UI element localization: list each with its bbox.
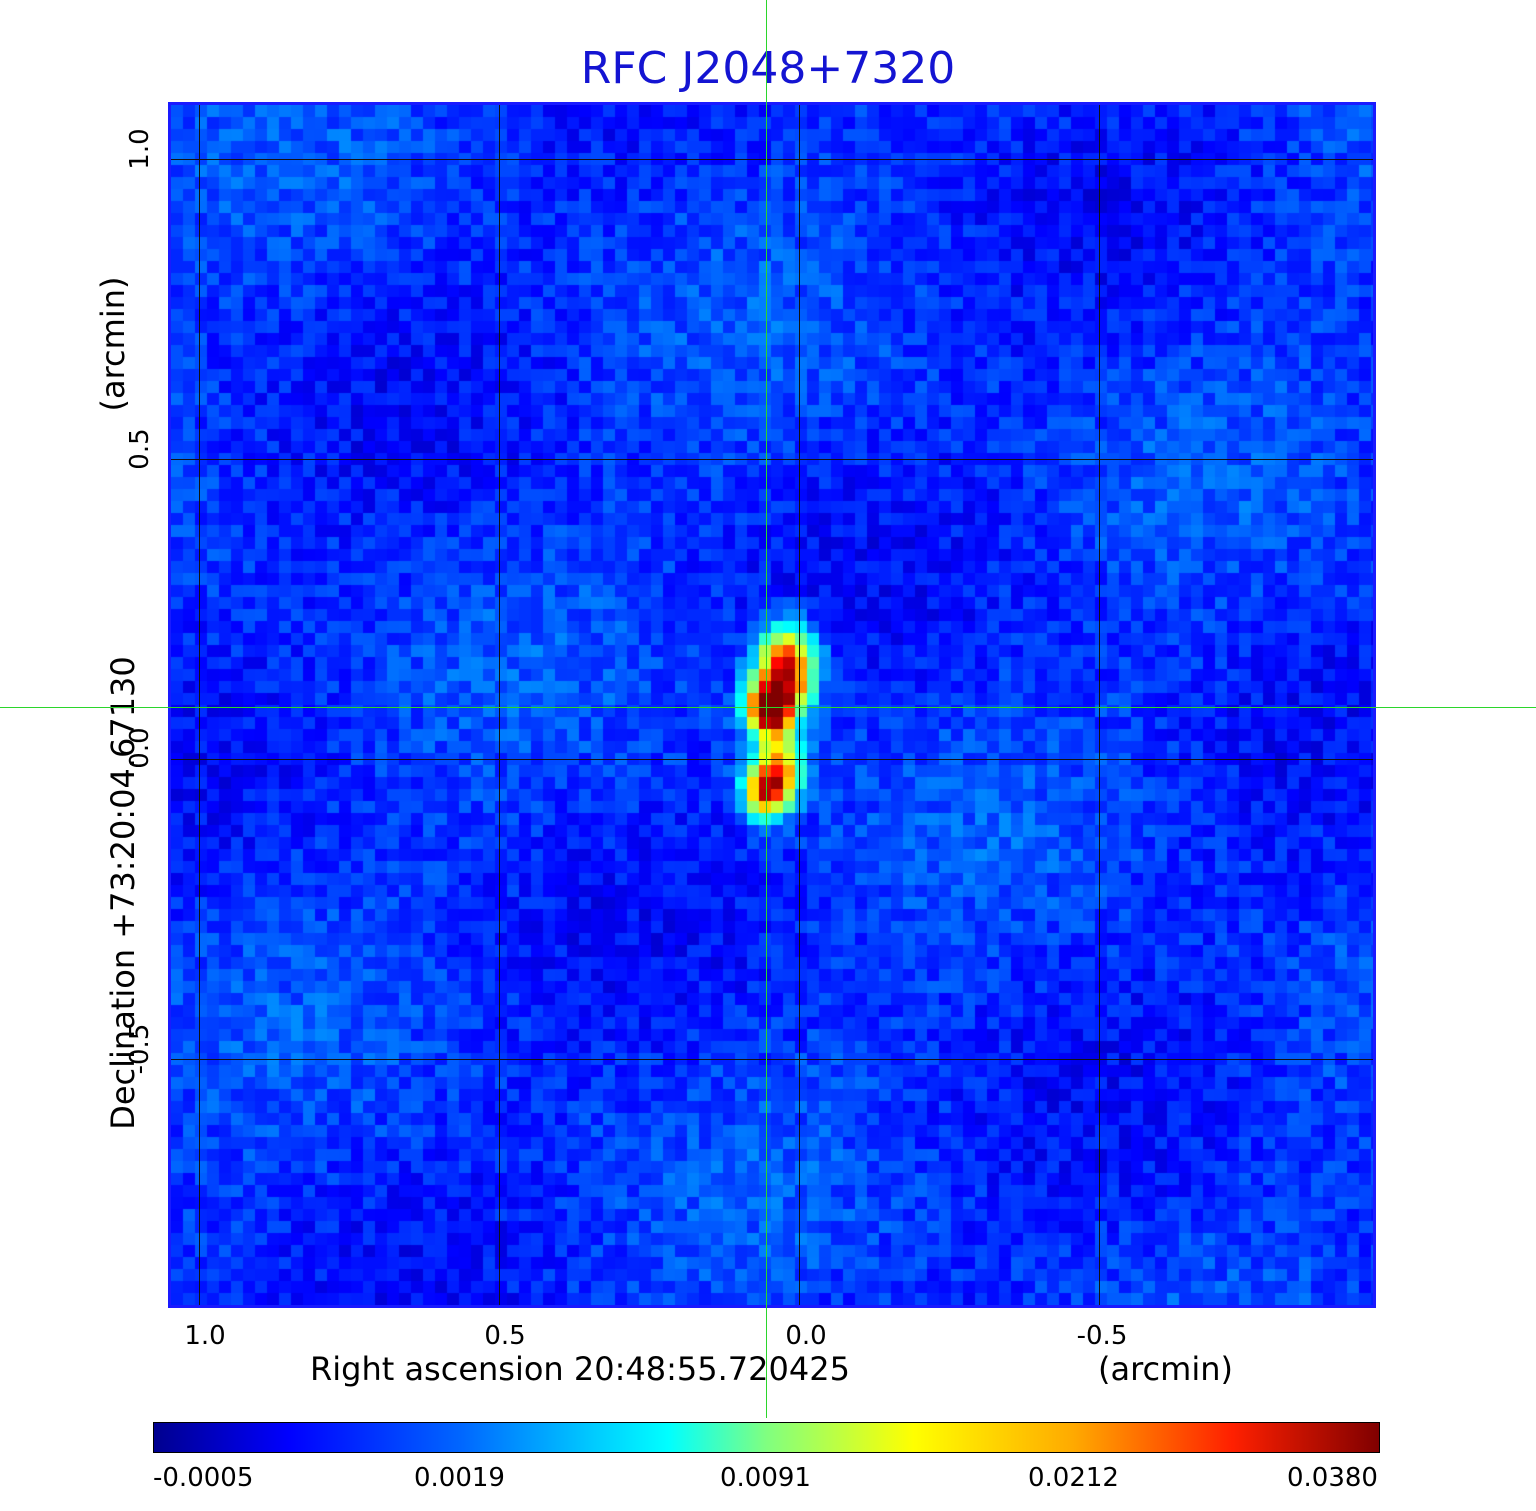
- x-axis-unit: (arcmin): [1098, 1350, 1233, 1388]
- grid-line-x-3: [799, 105, 800, 1305]
- y-axis-unit: (arcmin): [94, 276, 132, 412]
- grid-line-x-4: [1099, 105, 1100, 1305]
- x-axis-label: Right ascension 20:48:55.720425: [310, 1350, 850, 1388]
- radio-map-image[interactable]: [171, 105, 1373, 1305]
- colorbar-tick-label: 0.0380: [1287, 1463, 1378, 1493]
- colorbar-tick-label: 0.0212: [1028, 1463, 1119, 1493]
- y-tick-label: 1.0: [125, 128, 155, 170]
- radio-map-frame[interactable]: [168, 102, 1376, 1308]
- y-axis-label: Declination +73:20:04.67130: [104, 656, 142, 1130]
- grid-line-y-2: [171, 459, 1373, 460]
- grid-line-y-3: [171, 759, 1373, 760]
- crosshair-vertical: [766, 0, 767, 1418]
- colorbar-tick-label: 0.0019: [414, 1463, 505, 1493]
- colorbar: [153, 1422, 1380, 1453]
- x-tick-label: 0.5: [484, 1321, 526, 1351]
- colorbar-gradient: [154, 1423, 1379, 1452]
- grid-line-y-1: [171, 159, 1373, 160]
- image-title: RFC J2048+7320: [580, 43, 956, 94]
- colorbar-tick-label: -0.0005: [153, 1463, 254, 1493]
- crosshair-horizontal: [0, 707, 1536, 708]
- x-tick-label: 0.0: [785, 1321, 827, 1351]
- colorbar-tick-label: 0.0091: [720, 1463, 811, 1493]
- grid-line-x-1: [199, 105, 200, 1305]
- grid-line-y-4: [171, 1059, 1373, 1060]
- x-tick-label: -0.5: [1076, 1321, 1128, 1351]
- x-tick-label: 1.0: [184, 1321, 226, 1351]
- grid-line-x-2: [499, 105, 500, 1305]
